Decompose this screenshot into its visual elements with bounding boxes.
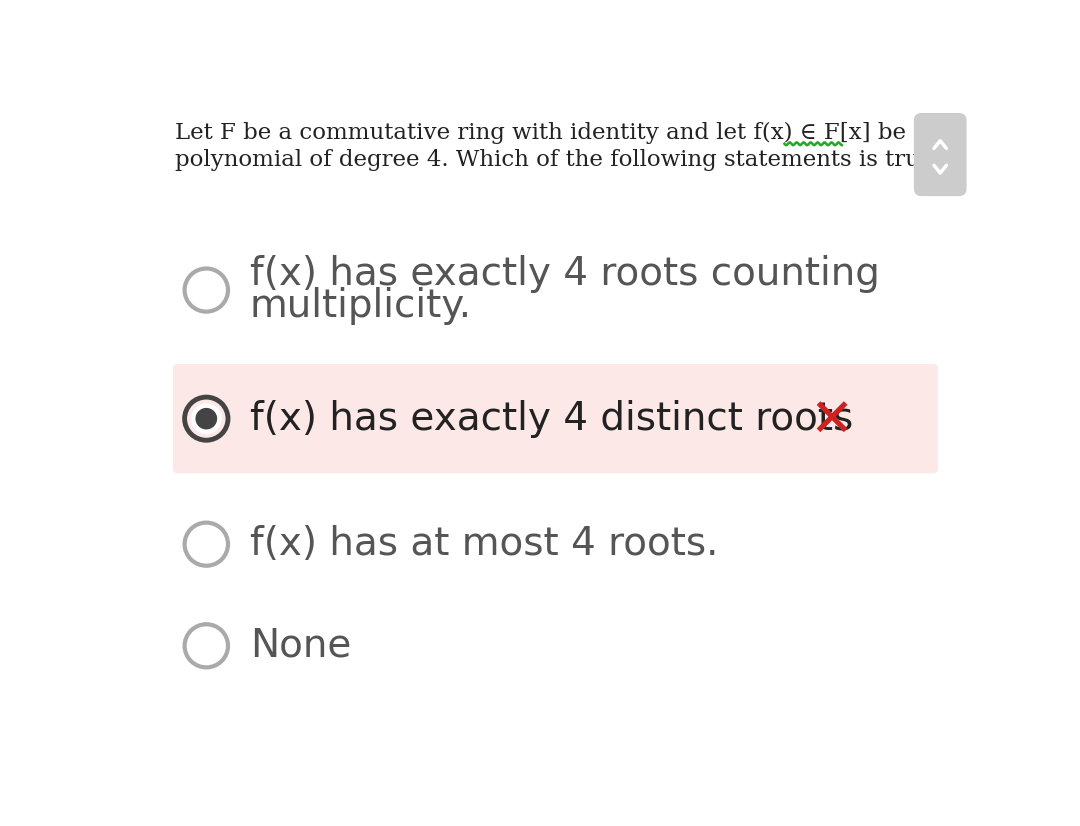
FancyBboxPatch shape [173, 364, 937, 473]
Text: None: None [249, 627, 351, 665]
FancyBboxPatch shape [914, 113, 967, 196]
Text: f(x) has at most 4 roots.: f(x) has at most 4 roots. [249, 525, 718, 563]
Text: multiplicity.: multiplicity. [249, 287, 472, 325]
Circle shape [195, 408, 217, 430]
Text: ✕: ✕ [809, 395, 853, 447]
Text: polynomial of degree 4. Which of the following statements is true:: polynomial of degree 4. Which of the fol… [175, 150, 942, 171]
Circle shape [191, 403, 221, 434]
Text: f(x) has exactly 4 distinct roots: f(x) has exactly 4 distinct roots [249, 400, 853, 438]
Text: Let F be a commutative ring with identity and let f(x) ∈ F[x] be a: Let F be a commutative ring with identit… [175, 122, 927, 145]
Text: f(x) has exactly 4 roots counting: f(x) has exactly 4 roots counting [249, 255, 879, 293]
